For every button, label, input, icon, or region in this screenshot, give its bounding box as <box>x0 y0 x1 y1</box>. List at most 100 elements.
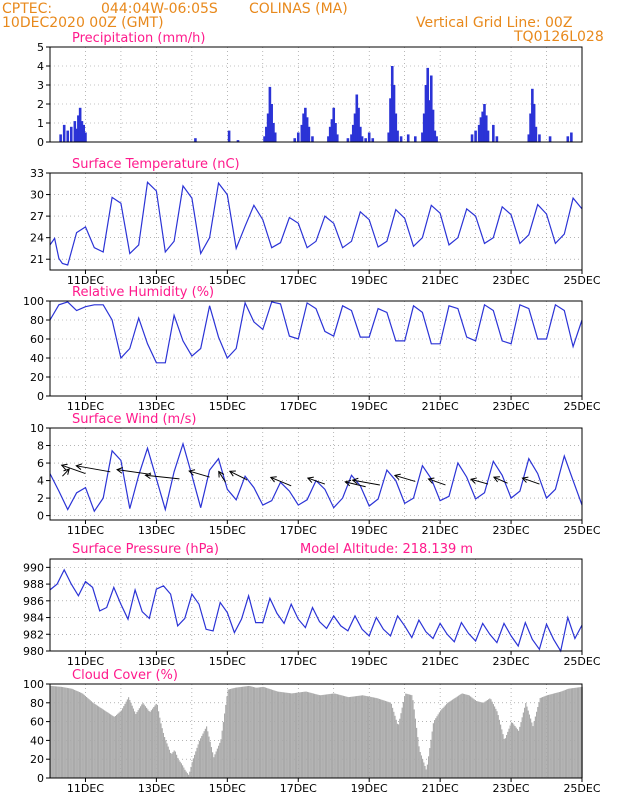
wind-vector <box>62 468 70 477</box>
cloud-bar <box>350 696 352 778</box>
x-tick-label: 11DEC <box>67 782 104 795</box>
y-tick-label: 24 <box>30 232 44 245</box>
x-tick-label: 23DEC <box>493 655 530 668</box>
cloud-bar <box>424 765 426 778</box>
cloud-bar <box>369 696 371 778</box>
cloud-bar <box>546 695 548 778</box>
cloud-bar <box>364 695 366 778</box>
precip-bar <box>527 134 531 142</box>
cloud-bar <box>111 715 113 778</box>
cloud-bar <box>272 689 274 778</box>
cloud-bar <box>501 729 503 778</box>
x-tick-label: 25DEC <box>563 655 600 668</box>
x-tick-label: 19DEC <box>351 524 388 537</box>
cloud-bar <box>406 693 408 778</box>
cloud-bar <box>371 697 373 778</box>
cloud-bar <box>443 706 445 778</box>
wind-vector-head <box>427 477 435 484</box>
cloud-bar <box>339 694 341 778</box>
cloud-bar <box>88 699 90 778</box>
x-tick-label: 11DEC <box>67 274 104 287</box>
cloud-bar <box>405 693 407 778</box>
cloud-bar <box>512 722 514 778</box>
cloud-bar <box>233 687 235 778</box>
cloud-bar <box>180 763 182 778</box>
cloud-bar <box>221 730 223 778</box>
cloud-bar <box>508 728 510 778</box>
cloud-bar <box>293 693 295 778</box>
precip-bar <box>486 130 490 142</box>
cloud-bar <box>278 691 280 778</box>
y-tick-label: 990 <box>23 561 44 574</box>
cloud-bar <box>220 739 222 778</box>
cloud-bar <box>192 758 194 778</box>
precip-bar <box>421 132 424 142</box>
cloud-bar <box>500 724 502 778</box>
cloud-bar <box>467 695 469 778</box>
cloud-bar <box>186 773 188 778</box>
cloud-bar <box>131 705 133 778</box>
cloud-bar <box>316 694 318 778</box>
y-tick-label: 40 <box>30 734 44 747</box>
cloud-bar <box>370 696 372 778</box>
cloud-bar <box>166 743 168 778</box>
precip-bar <box>357 107 360 142</box>
cloud-bar <box>531 722 533 778</box>
panel-2: Relative Humidity (%) 0 20 40 60 80 100 11DEC 13… <box>23 285 601 413</box>
cloud-bar <box>130 702 132 778</box>
precip-bar <box>236 140 240 142</box>
cloud-bar <box>108 713 110 778</box>
precip-bar <box>272 123 275 142</box>
cloud-bar <box>401 707 403 778</box>
cloud-bar <box>135 713 137 778</box>
cloud-bar <box>322 694 324 778</box>
cloud-bar <box>516 729 518 778</box>
cloud-bar <box>484 701 486 778</box>
x-tick-label: 19DEC <box>351 782 388 795</box>
cloud-bar <box>351 696 353 778</box>
cloud-bar <box>381 699 383 778</box>
cloud-bar <box>348 697 350 778</box>
y-tick-label: 5 <box>37 41 44 54</box>
cloud-bar <box>89 700 91 778</box>
cloud-bar <box>425 769 427 778</box>
wind-vector <box>145 474 180 480</box>
cloud-bar <box>65 687 67 778</box>
cloud-bar <box>207 731 209 778</box>
precip-bar <box>495 136 499 142</box>
panel-frame <box>49 46 583 143</box>
x-tick-label: 21DEC <box>422 782 459 795</box>
precip-bar <box>390 66 394 142</box>
precip-bar <box>75 128 78 142</box>
series-line <box>49 568 583 653</box>
precip-bar <box>435 136 438 142</box>
cloud-bar <box>81 693 83 778</box>
cloud-bar <box>54 686 56 778</box>
cloud-bar <box>284 692 286 778</box>
cloud-bar <box>122 708 124 778</box>
cloud-bar <box>273 690 275 778</box>
cloud-bar <box>412 700 414 778</box>
cloud-bar <box>78 692 80 778</box>
cloud-bar <box>300 692 302 778</box>
cloud-bar <box>311 693 313 778</box>
cloud-bar <box>66 687 68 778</box>
cloud-bar <box>366 696 368 778</box>
cloud-bar <box>574 687 576 778</box>
x-tick-label: 23DEC <box>493 524 530 537</box>
cloud-bar <box>344 696 346 778</box>
cloud-bar <box>376 698 378 778</box>
precip-bar <box>394 113 398 142</box>
precip-bar <box>73 121 77 142</box>
cloud-bar <box>372 697 374 778</box>
precip-bar <box>330 119 334 142</box>
cloud-bar <box>504 738 506 778</box>
cloud-bar <box>315 694 317 778</box>
cloud-bar <box>137 710 139 778</box>
cloud-bar <box>290 693 292 778</box>
cloud-bar <box>458 695 460 778</box>
cloud-bar <box>174 751 176 778</box>
cloud-bar <box>398 724 400 778</box>
cloud-bar <box>442 707 444 778</box>
cloud-bar <box>497 715 499 778</box>
